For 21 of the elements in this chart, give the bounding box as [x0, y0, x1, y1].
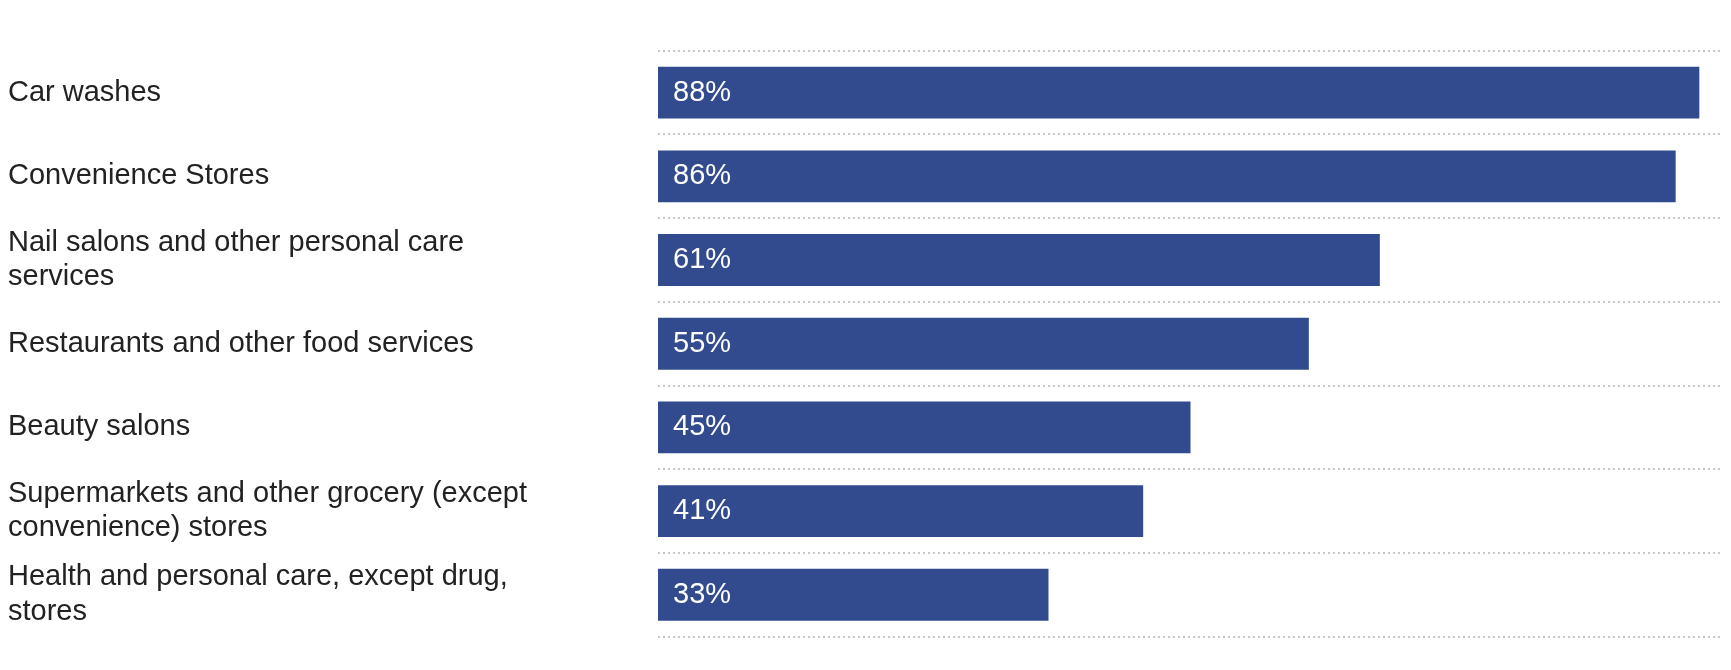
- data-label: 55%: [673, 325, 732, 358]
- bar: [658, 150, 1676, 203]
- data-label: 86%: [673, 158, 732, 191]
- data-label: 33%: [673, 576, 732, 609]
- y-tick-label: Supermarkets and other grocery (except convenience) stores: [8, 475, 528, 543]
- bar: [658, 234, 1380, 286]
- y-tick-label: Nail salons and other personal care services: [8, 224, 465, 292]
- data-label: 45%: [673, 409, 732, 442]
- y-tick-label: Convenience Stores: [8, 158, 270, 191]
- y-tick-label: Beauty salons: [8, 409, 191, 442]
- bar: [658, 485, 1144, 538]
- bar: [658, 66, 1700, 119]
- y-tick-label: Restaurants and other food services: [8, 325, 474, 358]
- y-tick-label: Car washes: [8, 74, 162, 107]
- y-tick-label: Health and personal care, except drug, stores: [8, 559, 508, 627]
- bar: [658, 317, 1309, 370]
- bar: [658, 401, 1191, 454]
- data-label: 61%: [673, 242, 732, 275]
- data-label: 41%: [673, 493, 732, 526]
- bar: [658, 568, 1049, 621]
- data-label: 88%: [673, 74, 732, 107]
